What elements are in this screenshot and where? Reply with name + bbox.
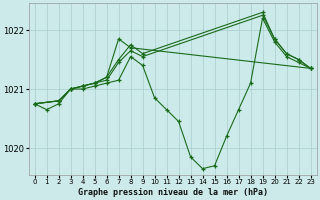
X-axis label: Graphe pression niveau de la mer (hPa): Graphe pression niveau de la mer (hPa) bbox=[77, 188, 268, 197]
